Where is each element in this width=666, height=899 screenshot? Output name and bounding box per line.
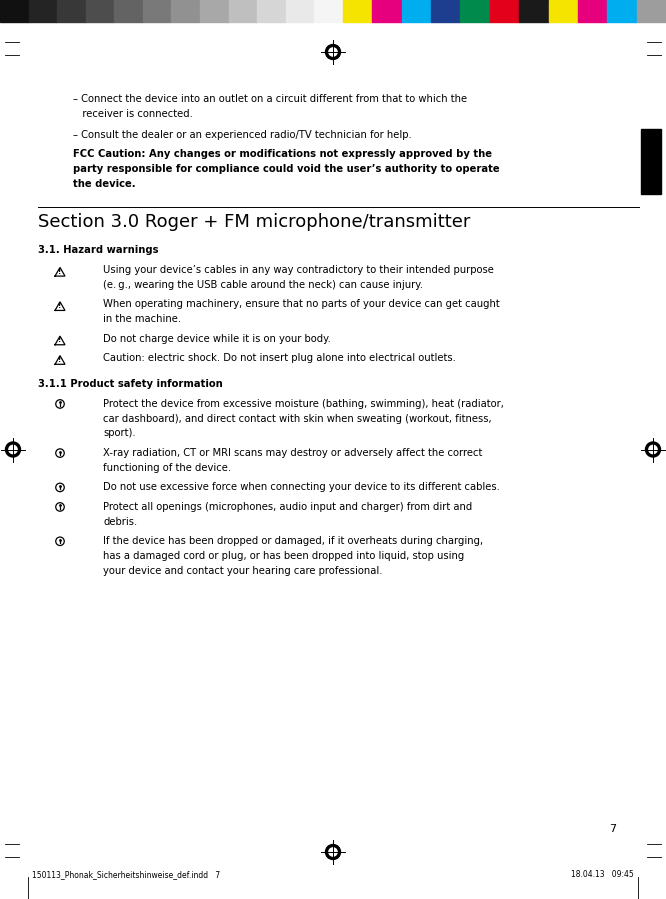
Circle shape [329,848,337,856]
Circle shape [645,442,661,457]
Text: in the machine.: in the machine. [103,315,181,325]
Bar [200,0,228,22]
Bar [172,0,200,22]
Text: 3.1. Hazard warnings: 3.1. Hazard warnings [38,245,159,255]
Text: has a damaged cord or plug, or has been dropped into liquid, stop using: has a damaged cord or plug, or has been … [103,551,464,561]
Text: debris.: debris. [103,517,137,527]
Text: Do not charge device while it is on your body.: Do not charge device while it is on your… [103,334,331,343]
Circle shape [9,445,17,454]
Text: party responsible for compliance could void the user’s authority to operate: party responsible for compliance could v… [73,165,500,174]
Text: Using your device’s cables in any way contradictory to their intended purpose: Using your device’s cables in any way co… [103,265,494,275]
Text: – Consult the dealer or an experienced radio/TV technician for help.: – Consult the dealer or an experienced r… [73,130,412,140]
Bar [431,0,460,22]
Text: – Connect the device into an outlet on a circuit different from that to which th: – Connect the device into an outlet on a… [73,94,467,104]
Text: When operating machinery, ensure that no parts of your device can get caught: When operating machinery, ensure that no… [103,299,500,309]
Bar [57,0,86,22]
Circle shape [326,844,340,859]
Bar [257,0,286,22]
Bar [115,0,143,22]
Bar [490,0,519,22]
Circle shape [326,44,340,59]
Circle shape [5,442,21,457]
Bar [343,0,372,22]
Bar [549,0,578,22]
Text: Caution: electric shock. Do not insert plug alone into electrical outlets.: Caution: electric shock. Do not insert p… [103,353,456,363]
Bar [286,0,314,22]
Text: 3.1.1 Product safety information: 3.1.1 Product safety information [38,378,222,388]
Bar [372,0,402,22]
Bar [402,0,431,22]
Bar [86,0,115,22]
Text: FCC Caution: Any changes or modifications not expressly approved by the: FCC Caution: Any changes or modification… [73,149,492,159]
Text: !: ! [59,303,62,309]
Bar [519,0,549,22]
Text: 150113_Phonak_Sicherheitshinweise_def.indd   7: 150113_Phonak_Sicherheitshinweise_def.in… [32,870,220,879]
Text: 18.04.13   09:45: 18.04.13 09:45 [571,870,634,879]
Bar [228,0,257,22]
Text: Do not use excessive force when connecting your device to its different cables.: Do not use excessive force when connecti… [103,482,500,493]
Bar [0,0,29,22]
Circle shape [649,445,657,454]
Text: !: ! [59,357,62,363]
Text: (e. g., wearing the USB cable around the neck) can cause injury.: (e. g., wearing the USB cable around the… [103,280,423,289]
Text: Section 3.0 Roger + FM microphone/transmitter: Section 3.0 Roger + FM microphone/transm… [38,213,470,231]
Text: 7: 7 [609,824,616,834]
Bar [578,0,607,22]
Text: !: ! [59,269,62,274]
Bar [143,0,172,22]
Text: Protect the device from excessive moisture (bathing, swimming), heat (radiator,: Protect the device from excessive moistu… [103,399,504,409]
Text: !: ! [59,337,62,343]
Bar [314,0,343,22]
Bar [460,0,490,22]
Text: X-ray radiation, CT or MRI scans may destroy or adversely affect the correct: X-ray radiation, CT or MRI scans may des… [103,448,482,458]
Text: functioning of the device.: functioning of the device. [103,463,231,473]
Text: your device and contact your hearing care professional.: your device and contact your hearing car… [103,565,382,575]
Bar [607,0,637,22]
Bar [637,0,666,22]
Text: receiver is connected.: receiver is connected. [73,109,193,119]
Text: sport).: sport). [103,428,136,439]
Circle shape [329,48,337,56]
Text: car dashboard), and direct contact with skin when sweating (workout, fitness,: car dashboard), and direct contact with … [103,414,492,423]
Text: the device.: the device. [73,179,136,189]
Bar [29,0,57,22]
Bar [641,129,661,194]
Text: If the device has been dropped or damaged, if it overheats during charging,: If the device has been dropped or damage… [103,536,483,546]
Text: Protect all openings (microphones, audio input and charger) from dirt and: Protect all openings (microphones, audio… [103,502,472,512]
